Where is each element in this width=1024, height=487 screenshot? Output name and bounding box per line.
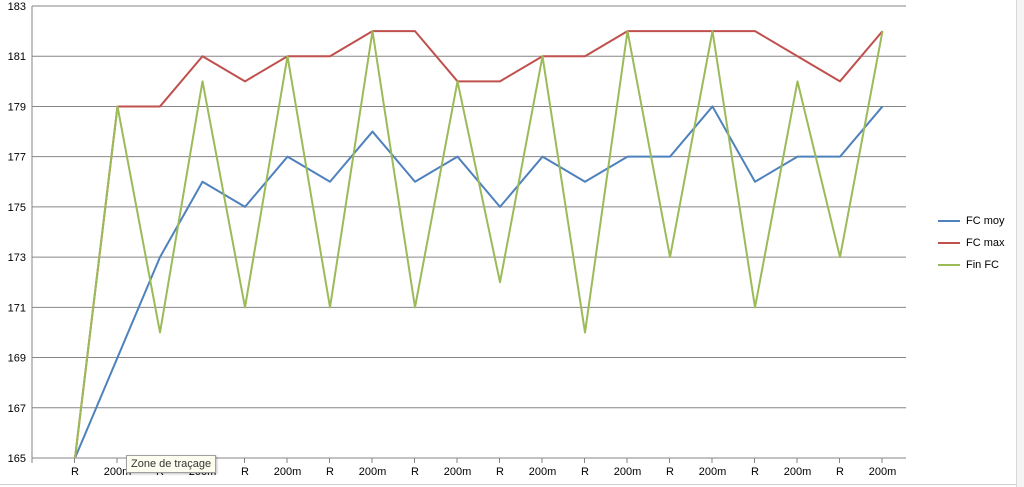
legend-item-fc-max: FC max bbox=[938, 232, 1024, 254]
x-tick-label: R bbox=[411, 466, 419, 478]
x-tick-label: 200m bbox=[529, 466, 557, 478]
y-tick-label: 175 bbox=[8, 202, 26, 214]
y-tick-label: 165 bbox=[8, 453, 26, 465]
x-tick-label: R bbox=[836, 466, 844, 478]
legend-swatch-fin-fc bbox=[938, 264, 960, 266]
x-tick-label: R bbox=[581, 466, 589, 478]
x-tick-label: 200m bbox=[444, 466, 472, 478]
y-tick-label: 179 bbox=[8, 101, 26, 113]
x-tick-label: 200m bbox=[869, 466, 897, 478]
series-line-fc-moy bbox=[74, 105, 884, 458]
window-edge bbox=[1016, 0, 1024, 487]
y-tick-label: 167 bbox=[8, 403, 26, 415]
x-tick-label: 200m bbox=[784, 466, 812, 478]
plot-area-tooltip: Zone de traçage bbox=[126, 455, 217, 473]
y-axis-ticks: 165 167 169 171 173 175 177 179 181 183 bbox=[8, 1, 26, 465]
x-tick-label: 200m bbox=[614, 466, 642, 478]
x-tick-label: R bbox=[496, 466, 504, 478]
x-tick-label: R bbox=[71, 466, 79, 478]
y-tick-label: 173 bbox=[8, 252, 26, 264]
legend-label-fc-moy: FC moy bbox=[966, 215, 1005, 227]
x-tick-label: 200m bbox=[699, 466, 727, 478]
legend-swatch-fc-max bbox=[938, 242, 960, 244]
legend: FC moy FC max Fin FC bbox=[938, 210, 1024, 276]
legend-label-fc-max: FC max bbox=[966, 237, 1005, 249]
legend-swatch-fc-moy bbox=[938, 220, 960, 222]
y-tick-label: 171 bbox=[8, 302, 26, 314]
x-tick-label: 200m bbox=[274, 466, 302, 478]
legend-item-fc-moy: FC moy bbox=[938, 210, 1024, 232]
gridlines bbox=[31, 5, 906, 459]
x-tick-label: 200m bbox=[104, 466, 132, 478]
x-axis-ticks: R 200m R 200m R 200m R 200m R 200m R 200m R 200m R 200m… bbox=[31, 458, 897, 478]
series-line-fin-fc bbox=[74, 30, 884, 458]
y-tick-label: 169 bbox=[8, 353, 26, 365]
y-tick-label: 181 bbox=[8, 51, 26, 63]
x-tick-label: R bbox=[751, 466, 759, 478]
x-tick-label: R bbox=[666, 466, 674, 478]
legend-item-fin-fc: Fin FC bbox=[938, 254, 1024, 276]
bottom-divider bbox=[0, 484, 1016, 485]
y-tick-label: 177 bbox=[8, 152, 26, 164]
series-line-fc-max bbox=[74, 30, 884, 458]
legend-label-fin-fc: Fin FC bbox=[966, 259, 999, 271]
series-lines bbox=[74, 30, 884, 458]
x-tick-label: 200m bbox=[359, 466, 387, 478]
x-tick-label: R bbox=[241, 466, 249, 478]
y-tick-label: 183 bbox=[8, 1, 26, 13]
x-tick-label: R bbox=[326, 466, 334, 478]
